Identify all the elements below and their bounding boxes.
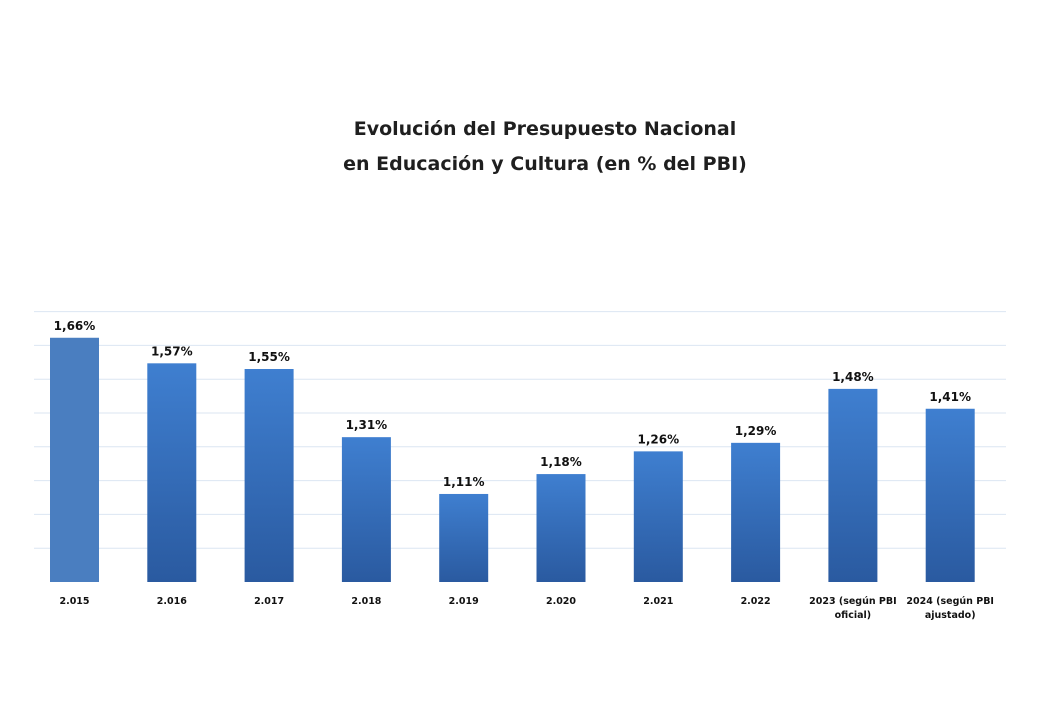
chart-title-line-1: Evolución del Presupuesto Nacional [353, 118, 737, 140]
data-label: 1,31% [346, 418, 388, 432]
data-label: 1,66% [54, 319, 96, 333]
category-labels: 2.015 2.016 2.017 2.018 2.019 2.020 2.021 2.022… [59, 596, 994, 621]
data-label: 1,48% [832, 370, 874, 384]
category-label: 2023 (según PBI [809, 596, 897, 607]
category-label: oficial) [835, 610, 871, 621]
category-label: 2.019 [449, 596, 479, 607]
bar [244, 369, 294, 582]
data-label: 1,18% [540, 455, 582, 469]
plot-area: 1,66% 1,57% 1,55% 1,31% 1,11% 1,18% 1,26% 1,29%… [30, 278, 1008, 628]
bar [828, 388, 878, 582]
category-label: 2.017 [254, 596, 284, 607]
category-label: 2.016 [157, 596, 187, 607]
category-label: 2.021 [643, 596, 673, 607]
bar [50, 337, 99, 582]
data-label: 1,11% [443, 475, 485, 489]
data-label: 1,55% [248, 350, 290, 364]
data-labels: 1,66% 1,57% 1,55% 1,31% 1,11% 1,18% 1,26% 1,29%… [54, 319, 971, 489]
category-label: 2.018 [351, 596, 381, 607]
bar [341, 437, 391, 582]
category-label: 2.015 [59, 596, 89, 607]
bars [50, 337, 975, 582]
bar [439, 493, 489, 582]
bar [925, 408, 975, 582]
bar-chart: 1,66% 1,57% 1,55% 1,31% 1,11% 1,18% 1,26% 1,29%… [34, 311, 1006, 621]
bar [731, 442, 781, 582]
data-label: 1,41% [929, 390, 971, 404]
category-label: 2024 (según PBI [906, 596, 994, 607]
bar [633, 451, 683, 582]
category-label: 2.020 [546, 596, 576, 607]
chart-title: Evolución del Presupuesto Nacional en Ed… [0, 112, 1054, 182]
data-label: 1,26% [637, 432, 679, 446]
chart-title-line-2: en Educación y Cultura (en % del PBI) [343, 153, 747, 175]
data-label: 1,29% [735, 424, 777, 438]
category-label: 2.022 [741, 596, 771, 607]
bar [147, 363, 197, 582]
category-label: ajustado) [925, 610, 976, 621]
data-label: 1,57% [151, 344, 193, 358]
bar [536, 474, 586, 582]
